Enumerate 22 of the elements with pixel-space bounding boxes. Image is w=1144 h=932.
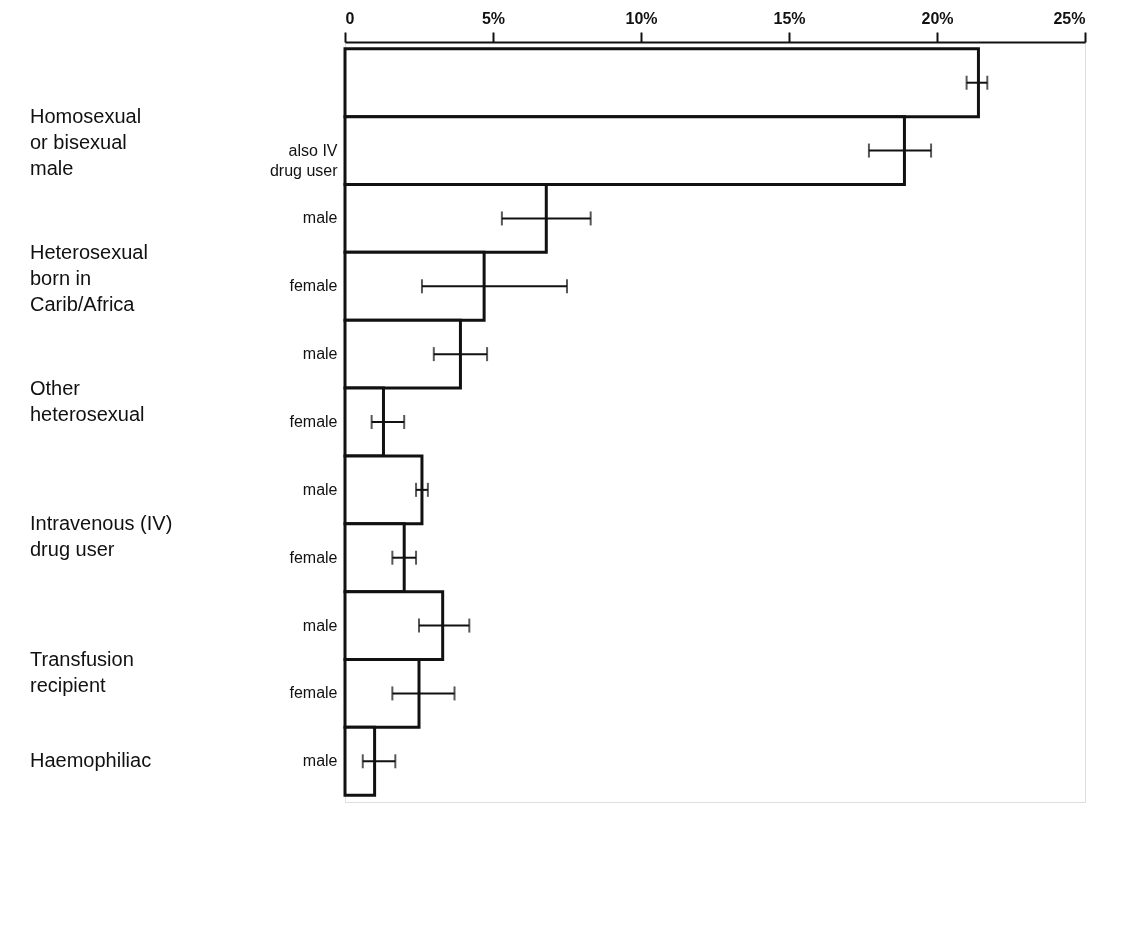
text: Heterosexual born in Carib/Africa — [30, 240, 148, 315]
y-tick-label: male — [302, 480, 338, 498]
y-tick-label: male — [302, 345, 338, 363]
y-tick-label: female — [289, 548, 338, 566]
text: Transfusion recipient — [30, 648, 134, 697]
y-tick-label: male — [302, 752, 338, 770]
text: Intravenous (IV) drug user — [30, 512, 173, 561]
x-tick-label: 10% — [625, 9, 658, 27]
x-tick-label: 5% — [481, 9, 506, 27]
x-tick-label: 20% — [921, 9, 954, 27]
y-tick-label: female — [289, 413, 338, 430]
y-tick-label: female — [289, 277, 338, 295]
y-tick-label: male — [302, 209, 338, 227]
text: Haemophiliac — [30, 749, 152, 772]
text: Other heterosexual — [30, 376, 145, 425]
y-tick-label: also IV drug user — [269, 141, 339, 179]
y-tick-label: female — [289, 684, 338, 702]
x-tick-label: 15% — [773, 9, 806, 27]
x-tick-label: 0 — [345, 9, 355, 27]
x-tick-label: 25% — [1053, 9, 1086, 27]
text: Homosexual or bisexual male — [30, 105, 142, 180]
y-tick-label: male — [302, 616, 338, 634]
